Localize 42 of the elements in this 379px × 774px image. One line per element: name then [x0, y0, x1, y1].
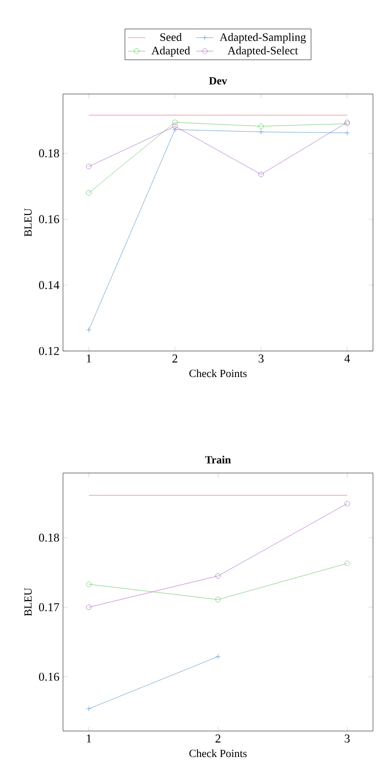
x-tick-label: 2 — [216, 734, 220, 742]
chart-title: Train — [205, 456, 231, 464]
chart-title: Dev — [209, 77, 228, 85]
y-tick-label: 0.17 — [39, 603, 60, 612]
x-tick-label: 1 — [86, 354, 92, 362]
point — [86, 706, 92, 712]
point — [215, 654, 221, 660]
y-tick-label: 0.12 — [39, 346, 59, 356]
x-axis-title: Check Points — [189, 749, 247, 758]
y-tick-label: 0.18 — [39, 534, 60, 542]
point — [86, 582, 92, 587]
point — [215, 573, 221, 579]
point — [86, 327, 92, 333]
y-axis-title: BLEU — [24, 208, 32, 236]
y-tick-label: 0.16 — [39, 215, 60, 224]
x-tick-label: 3 — [258, 354, 264, 363]
x-tick-label: 4 — [344, 354, 350, 362]
point — [86, 190, 92, 196]
point — [258, 124, 264, 129]
point — [258, 129, 264, 135]
point — [86, 604, 92, 610]
point — [344, 560, 350, 566]
point — [344, 130, 350, 136]
x-tick-label: 1 — [86, 734, 92, 742]
point — [215, 596, 221, 602]
legend-label: Adapted-Select — [228, 46, 298, 57]
point — [86, 164, 92, 170]
y-axis-title: BLEU — [24, 588, 32, 616]
y-tick-label: 0.14 — [39, 281, 60, 290]
x-tick-label: 2 — [172, 354, 178, 362]
point — [172, 126, 178, 132]
legend-label: Adapted — [151, 46, 190, 57]
x-axis-title: Check Points — [189, 369, 247, 378]
legend-label: Adapted-Sampling — [220, 32, 306, 44]
point — [344, 500, 350, 506]
point — [172, 120, 178, 126]
y-tick-label: 0.16 — [39, 672, 60, 681]
legend-label: Seed — [160, 32, 182, 42]
point — [258, 172, 264, 178]
point — [172, 124, 178, 129]
y-tick-label: 0.18 — [39, 149, 60, 158]
x-tick-label: 3 — [344, 734, 350, 743]
